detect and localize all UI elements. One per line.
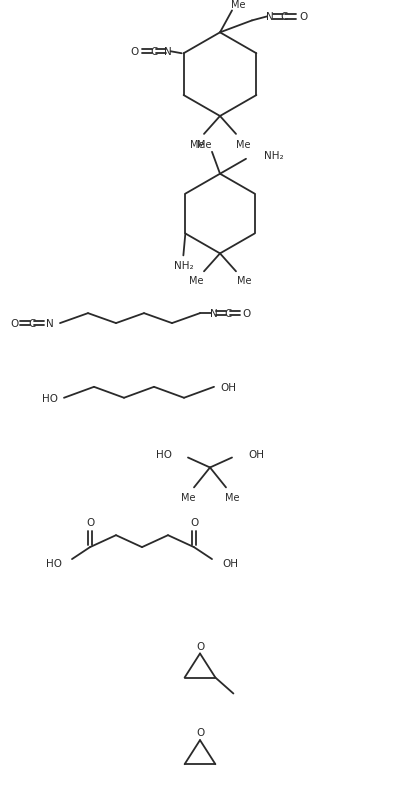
Text: N: N bbox=[210, 309, 218, 319]
Text: Me: Me bbox=[189, 276, 203, 286]
Text: Me: Me bbox=[197, 139, 211, 150]
Text: N: N bbox=[46, 319, 54, 328]
Text: NH₂: NH₂ bbox=[173, 261, 193, 271]
Text: OH: OH bbox=[222, 558, 238, 569]
Text: N: N bbox=[164, 47, 171, 58]
Text: Me: Me bbox=[190, 139, 204, 150]
Text: Me: Me bbox=[181, 493, 195, 503]
Text: O: O bbox=[190, 517, 198, 528]
Text: O: O bbox=[130, 47, 139, 58]
Text: Me: Me bbox=[225, 493, 239, 503]
Text: C: C bbox=[280, 12, 288, 23]
Text: C: C bbox=[150, 47, 157, 58]
Text: HO: HO bbox=[46, 558, 62, 569]
Text: O: O bbox=[196, 641, 204, 650]
Text: N: N bbox=[266, 12, 274, 23]
Text: O: O bbox=[196, 727, 204, 737]
Text: O: O bbox=[10, 319, 18, 328]
Text: O: O bbox=[299, 12, 307, 23]
Text: NH₂: NH₂ bbox=[264, 151, 284, 161]
Text: OH: OH bbox=[220, 382, 236, 393]
Text: OH: OH bbox=[248, 449, 264, 459]
Text: C: C bbox=[224, 309, 232, 319]
Text: HO: HO bbox=[42, 393, 58, 403]
Text: C: C bbox=[28, 319, 36, 328]
Text: Me: Me bbox=[237, 276, 251, 286]
Text: O: O bbox=[242, 309, 250, 319]
Text: Me: Me bbox=[236, 139, 250, 150]
Text: Me: Me bbox=[231, 1, 245, 11]
Text: O: O bbox=[86, 517, 94, 528]
Text: HO: HO bbox=[156, 449, 172, 459]
